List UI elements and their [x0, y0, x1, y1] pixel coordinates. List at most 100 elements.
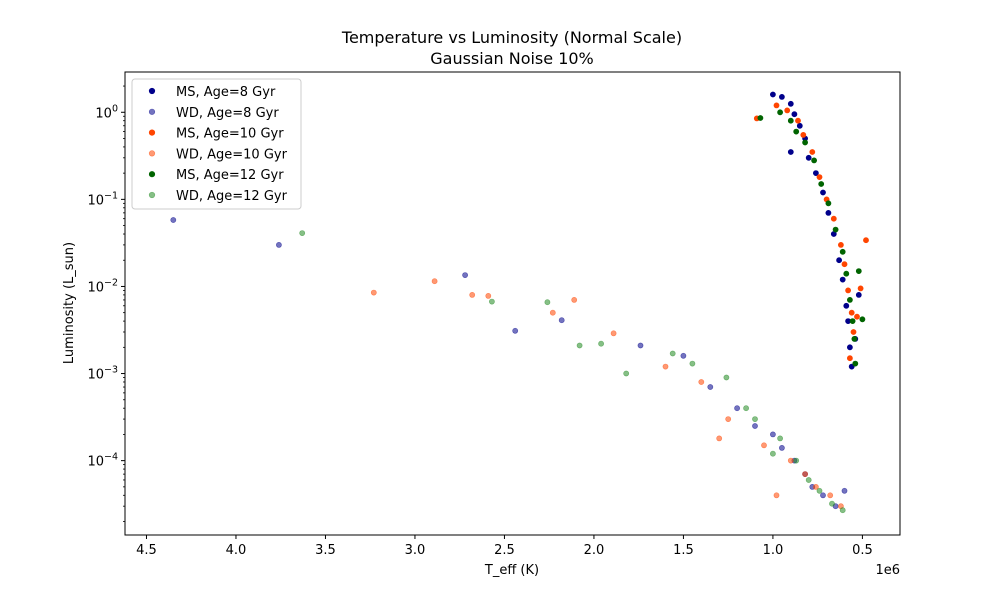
data-point: [832, 226, 839, 233]
data-point: [761, 442, 767, 449]
series-3: [370, 278, 844, 510]
series-5: [299, 230, 846, 514]
data-point: [734, 405, 740, 412]
y-tick-label: 100: [95, 103, 118, 121]
data-point: [802, 139, 808, 146]
legend-item: WD, Age=8 Gyr: [148, 106, 279, 121]
legend-marker: [148, 129, 156, 136]
data-point: [825, 209, 832, 216]
data-point: [623, 370, 630, 377]
data-point: [431, 278, 438, 285]
data-point: [802, 471, 808, 477]
data-point: [462, 272, 468, 278]
data-point: [839, 507, 846, 514]
data-point: [839, 276, 846, 283]
data-point: [689, 360, 696, 367]
points-layer: [170, 91, 869, 514]
data-point: [662, 363, 669, 370]
data-point: [829, 500, 835, 507]
legend-marker: [148, 87, 156, 95]
y-tick-label: 10−1: [87, 190, 118, 208]
data-point: [849, 318, 856, 324]
data-point: [843, 302, 850, 309]
data-point: [820, 189, 826, 196]
data-point: [275, 241, 282, 248]
data-point: [843, 270, 850, 277]
legend-label: WD, Age=12 Gyr: [176, 189, 288, 204]
y-tick-label: 10−3: [87, 365, 118, 383]
series-0: [770, 91, 862, 370]
data-point: [558, 317, 565, 324]
data-point: [838, 241, 844, 248]
data-point: [669, 350, 676, 357]
data-point: [818, 181, 825, 187]
data-point: [170, 217, 177, 223]
plot-frame: [124, 71, 901, 536]
data-point: [813, 170, 819, 176]
x-tick-label: 2.0: [584, 543, 605, 558]
data-point: [854, 313, 860, 320]
data-point: [845, 287, 851, 294]
legend-label: WD, Age=10 Gyr: [176, 147, 288, 162]
data-point: [610, 330, 617, 337]
data-point: [777, 435, 783, 442]
data-point: [757, 115, 764, 121]
series-4: [757, 109, 866, 367]
x-tick-label: 1.0: [763, 543, 784, 558]
data-point: [847, 355, 853, 362]
series-1: [170, 217, 848, 510]
data-point: [793, 457, 800, 464]
data-point: [549, 309, 556, 316]
x-tick-label: 3.5: [315, 543, 336, 558]
data-point: [770, 431, 776, 438]
y-tick-label: 10−2: [87, 277, 118, 295]
legend-marker: [148, 108, 156, 115]
data-point: [777, 109, 783, 116]
data-point: [809, 149, 816, 155]
legend-item: WD, Age=12 Gyr: [148, 189, 288, 204]
data-point: [841, 487, 848, 494]
x-tick-label: 3.0: [405, 543, 426, 558]
data-point: [544, 299, 551, 306]
legend-item: MS, Age=10 Gyr: [148, 127, 284, 142]
data-point: [805, 477, 812, 483]
chart-subtitle: Gaussian Noise 10%: [430, 49, 594, 68]
data-point: [716, 435, 723, 442]
data-point: [847, 296, 853, 303]
y-axis: 10−4 10−3 10−2 10−1 100: [87, 85, 125, 522]
legend-item: MS, Age=8 Gyr: [148, 85, 276, 100]
data-point: [839, 248, 846, 255]
data-point: [779, 94, 785, 100]
legend-item: MS, Age=12 Gyr: [148, 168, 284, 183]
data-point: [848, 309, 855, 316]
x-axis: 4.5 4.0 3.5 3.0 2.5 2.0 1.5 1.0 0.5: [136, 535, 873, 558]
data-point: [816, 487, 823, 494]
legend-label: WD, Age=8 Gyr: [176, 106, 279, 121]
x-tick-label: 0.5: [852, 543, 873, 558]
data-point: [576, 342, 583, 349]
legend-frame: [131, 78, 302, 210]
data-point: [859, 316, 866, 323]
data-point: [723, 374, 730, 381]
data-point: [830, 215, 837, 222]
data-point: [796, 122, 803, 129]
data-point: [820, 492, 826, 499]
data-point: [370, 289, 377, 296]
data-point: [637, 342, 644, 349]
data-point: [855, 291, 862, 298]
data-point: [825, 200, 832, 207]
x-axis-label: T_eff (K): [484, 563, 539, 578]
legend-item: WD, Age=10 Gyr: [148, 147, 288, 162]
x-tick-label: 1.5: [673, 543, 694, 558]
data-point: [851, 335, 858, 342]
legend-items: MS, Age=8 Gyr WD, Age=8 Gyr MS, Age=10 Gyr…: [148, 85, 288, 204]
x-tick-label: 4.0: [226, 543, 247, 558]
data-point: [793, 128, 800, 135]
data-point: [698, 379, 705, 385]
data-point: [805, 154, 812, 161]
data-point: [863, 237, 869, 244]
legend-label: MS, Age=12 Gyr: [176, 168, 284, 183]
legend: MS, Age=8 Gyr WD, Age=8 Gyr MS, Age=10 Gyr…: [131, 78, 302, 210]
data-point: [852, 360, 859, 367]
